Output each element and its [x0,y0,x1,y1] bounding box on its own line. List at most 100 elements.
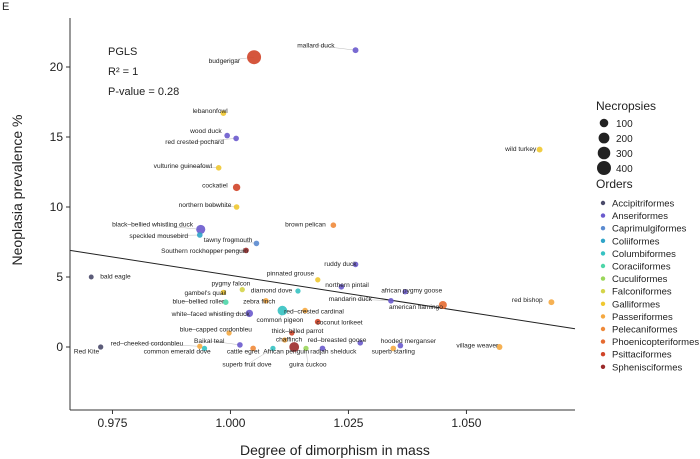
label-leader-line [350,298,391,302]
y-tick-label: 15 [50,130,64,144]
data-point [220,289,227,296]
data-point [232,183,241,192]
point-label: thick–billed parrot [272,328,324,335]
data-point [88,274,94,280]
point-label: guira cuckoo [289,362,327,369]
point-label: red–breasted goose [308,337,367,344]
order-legend-marker [600,352,606,357]
point-label: vulturine guineafowl [154,163,213,170]
size-legend-marker [599,118,609,128]
data-point [338,283,345,290]
label-leader-line [228,239,257,244]
order-legend-marker [600,314,606,319]
data-point [390,345,397,352]
point-label: budgerigar [209,58,241,65]
data-point [226,330,232,336]
size-legend-marker [598,132,610,144]
data-point [289,330,295,336]
point-label: cockatiel [202,182,228,189]
order-legend-label: Psittaciformes [612,350,672,361]
data-point [263,297,269,304]
label-leader-line [246,348,274,365]
data-point [201,345,208,352]
order-legend-marker [600,339,606,344]
panel-label: E [2,1,9,13]
point-label: African penguin [263,348,309,355]
x-tick-label: 1.000 [215,416,245,430]
point-label: pinnated grouse [267,271,315,278]
point-label: chaffinch [276,336,303,343]
point-label: lebanonfowl [193,108,229,115]
point-label: zebra finch [243,299,276,306]
order-legend-marker [600,263,606,269]
x-tick-label: 1.025 [333,416,363,430]
size-legend-label: 100 [616,119,633,130]
data-point [315,277,321,283]
data-point [237,342,243,348]
point-label: cattle egret [227,348,260,355]
order-legend-label: Coraciiformes [612,262,671,273]
order-legend-marker [600,238,606,243]
size-legend-marker [597,161,611,175]
data-point [196,224,206,234]
data-point [253,240,260,247]
size-legend-label: 300 [616,149,633,160]
data-point [352,261,359,268]
data-point [222,299,229,306]
y-tick-label: 20 [50,60,64,74]
point-label: Baikal teal [194,338,225,345]
data-point [250,345,256,352]
point-label: diamond dove [251,287,293,294]
label-leader-line [182,165,219,169]
y-tick-label: 5 [56,270,63,284]
data-points [88,47,555,352]
point-label: red–crested cardinal [284,308,344,315]
point-label: hooded merganser [381,338,437,345]
order-legend-marker [600,200,606,206]
point-label: Southern rockhopper penguin [161,248,248,255]
data-point [224,132,230,139]
point-label: white–faced whistling duck [171,311,251,318]
point-label: tawny frogmouth [204,237,253,244]
order-legend-label: Passeriformes [612,312,673,323]
point-label: coconut lorikeet [316,320,362,327]
point-label: brown pelican [285,222,326,229]
data-point [357,339,364,346]
data-point [220,110,227,117]
y-tick-label: 0 [56,340,63,354]
size-legend-label: 400 [616,164,633,175]
size-legend: Necropsies 100 200 300 400 [596,99,656,175]
order-legend-marker [600,226,606,231]
point-label: ruddy duck [324,261,357,268]
data-point [239,286,245,293]
data-point [289,342,300,352]
order-legend-label: Accipitriformes [612,199,675,210]
order-legend-marker [600,276,606,281]
size-legend-items: 100 200 300 400 [597,118,633,175]
point-label: gambel's quail [184,290,226,297]
order-legend-label: Cuculiformes [612,274,668,285]
order-legend-marker [600,251,606,256]
point-label: red bishop [512,297,543,304]
data-point [388,297,394,304]
data-point [303,345,309,352]
data-point [243,247,249,254]
data-point [277,305,288,316]
order-legend-title: Orders [596,177,633,191]
point-label: wild turkey [504,146,537,153]
point-label: wood duck [189,128,222,135]
data-point [233,204,240,210]
point-label: red–cheeked cordonbleu [111,341,184,348]
regression-line [69,249,576,330]
point-label: mallard duck [297,42,335,49]
size-legend-marker [597,146,611,160]
data-point [438,300,447,310]
data-point [397,342,404,349]
order-legend-marker [600,213,606,218]
order-legend-label: Pelecaniformes [612,325,678,336]
label-leader-line [315,45,356,51]
data-point [352,47,359,54]
